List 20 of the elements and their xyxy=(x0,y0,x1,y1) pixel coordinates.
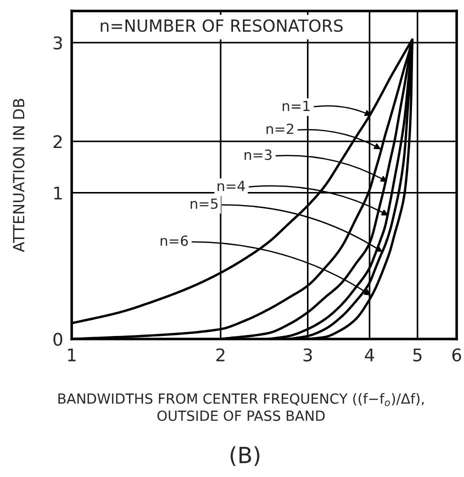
x-tick-label: 2 xyxy=(216,348,224,362)
x-tick-label: 5 xyxy=(413,348,422,362)
x-tick-label: 3 xyxy=(304,348,312,362)
annotation: n=3 xyxy=(244,150,272,160)
x-tick-label: 1 xyxy=(68,348,76,362)
y-tick-label: 2 xyxy=(54,135,62,148)
y-axis-title: ATTENUATION IN DB xyxy=(12,98,24,252)
text: (B) xyxy=(230,446,260,466)
annotation: n=4 xyxy=(218,180,245,191)
annotation: n=5 xyxy=(190,198,218,209)
annotation: n=1 xyxy=(282,100,310,111)
x-tick-label: 4 xyxy=(364,348,374,362)
annotation: n=NUMBER OF RESONATORS xyxy=(100,19,343,32)
annotation: n=6 xyxy=(160,235,188,246)
annotation: n=2 xyxy=(266,124,294,134)
x-tick-label: 6 xyxy=(452,348,462,362)
y-tick-label: 3 xyxy=(54,36,62,50)
y-tick-label: 1 xyxy=(54,186,62,200)
text: BANDWIDTHS FROM CENTER FREQUENCY ((f−f$_{o}$)/Δf), OUTSIDE OF PASS BAND xyxy=(58,393,424,422)
y-tick-label: 0 xyxy=(53,332,62,346)
